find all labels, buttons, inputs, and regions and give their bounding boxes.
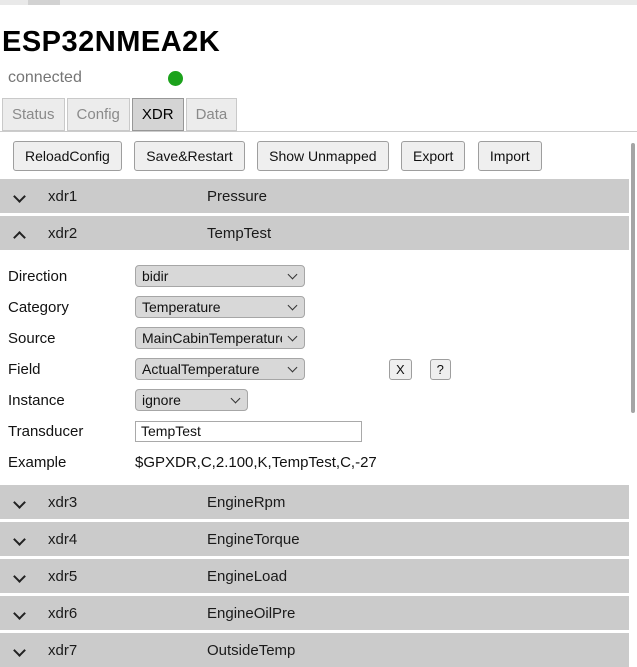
xdr-row-name: EngineRpm [207,494,286,511]
tab-status[interactable]: Status [2,98,65,131]
direction-select[interactable]: bidir [135,265,305,287]
xdr-list: xdr1 Pressure xdr2 TempTest Direction bi… [0,179,637,667]
field-row: Field ActualTemperature X ? [8,358,637,380]
example-label: Example [8,453,67,471]
page-title: ESP32NMEA2K [2,26,221,58]
xdr-row-xdr2[interactable]: xdr2 TempTest [0,216,629,250]
instance-row: Instance ignore [8,389,637,411]
chevron-down-icon [13,644,26,657]
connection-status-label: connected [8,69,82,86]
import-button[interactable]: Import [477,141,542,171]
example-value: $GPXDR,C,2.100,K,TempTest,C,-27 [135,453,377,471]
transducer-input[interactable] [135,420,362,442]
chevron-down-icon [13,607,26,620]
category-label: Category [8,298,69,316]
chevron-down-icon [13,570,26,583]
transducer-label: Transducer [8,422,84,440]
xdr-row-key: xdr2 [48,225,78,242]
xdr-row-name: Pressure [207,188,268,205]
tab-config[interactable]: Config [66,98,130,131]
connection-status-dot [168,70,183,86]
source-label: Source [8,329,56,347]
xdr-toolbar: ReloadConfig Save&Restart Show Unmapped … [0,132,637,179]
vertical-scrollbar-thumb[interactable] [631,143,635,413]
xdr2-edit-panel: Direction bidir Category Temperature Sou… [0,253,637,485]
xdr-row-name: TempTest [207,225,272,242]
tab-data[interactable]: Data [185,98,238,131]
save-restart-button[interactable]: Save&Restart [134,141,245,171]
xdr-row-key: xdr4 [48,531,78,548]
horizontal-scrollbar-thumb[interactable] [28,0,60,5]
category-row: Category Temperature [8,296,637,318]
category-select[interactable]: Temperature [135,296,305,318]
field-select[interactable]: ActualTemperature [135,358,305,380]
field-help-button[interactable]: ? [429,358,451,380]
instance-label: Instance [8,391,65,409]
source-row: Source MainCabinTemperature [8,327,637,349]
direction-row: Direction bidir [8,265,637,287]
xdr-row-key: xdr5 [48,568,78,585]
horizontal-scrollbar[interactable] [0,0,637,5]
xdr-row-key: xdr1 [48,188,78,205]
xdr-row-xdr6[interactable]: xdr6 EngineOilPre [0,596,629,630]
direction-label: Direction [8,267,68,285]
xdr-row-xdr5[interactable]: xdr5 EngineLoad [0,559,629,593]
tab-xdr[interactable]: XDR [131,98,184,131]
show-unmapped-button[interactable]: Show Unmapped [257,141,389,171]
example-row: Example $GPXDR,C,2.100,K,TempTest,C,-27 [8,451,637,473]
xdr-row-name: OutsideTemp [207,642,296,659]
instance-select[interactable]: ignore [135,389,248,411]
xdr-row-key: xdr6 [48,605,78,622]
reload-config-button[interactable]: ReloadConfig [13,141,122,171]
xdr-row-name: EngineTorque [207,531,300,548]
xdr-row-key: xdr3 [48,494,78,511]
tab-bar: Status Config XDR Data [0,98,637,132]
export-button[interactable]: Export [400,141,466,171]
chevron-down-icon [13,190,26,203]
xdr-row-xdr7[interactable]: xdr7 OutsideTemp [0,633,629,667]
field-clear-button[interactable]: X [389,358,412,380]
connection-status: connected [0,68,637,88]
xdr-row-xdr3[interactable]: xdr3 EngineRpm [0,485,629,519]
chevron-down-icon [13,533,26,546]
xdr-row-xdr4[interactable]: xdr4 EngineTorque [0,522,629,556]
xdr-row-xdr1[interactable]: xdr1 Pressure [0,179,629,213]
source-select[interactable]: MainCabinTemperature [135,327,305,349]
field-label: Field [8,360,41,378]
xdr-row-name: EngineOilPre [207,605,296,622]
transducer-row: Transducer [8,420,637,442]
xdr-row-key: xdr7 [48,642,78,659]
chevron-down-icon [13,496,26,509]
xdr-row-name: EngineLoad [207,568,288,585]
chevron-up-icon [13,231,26,244]
